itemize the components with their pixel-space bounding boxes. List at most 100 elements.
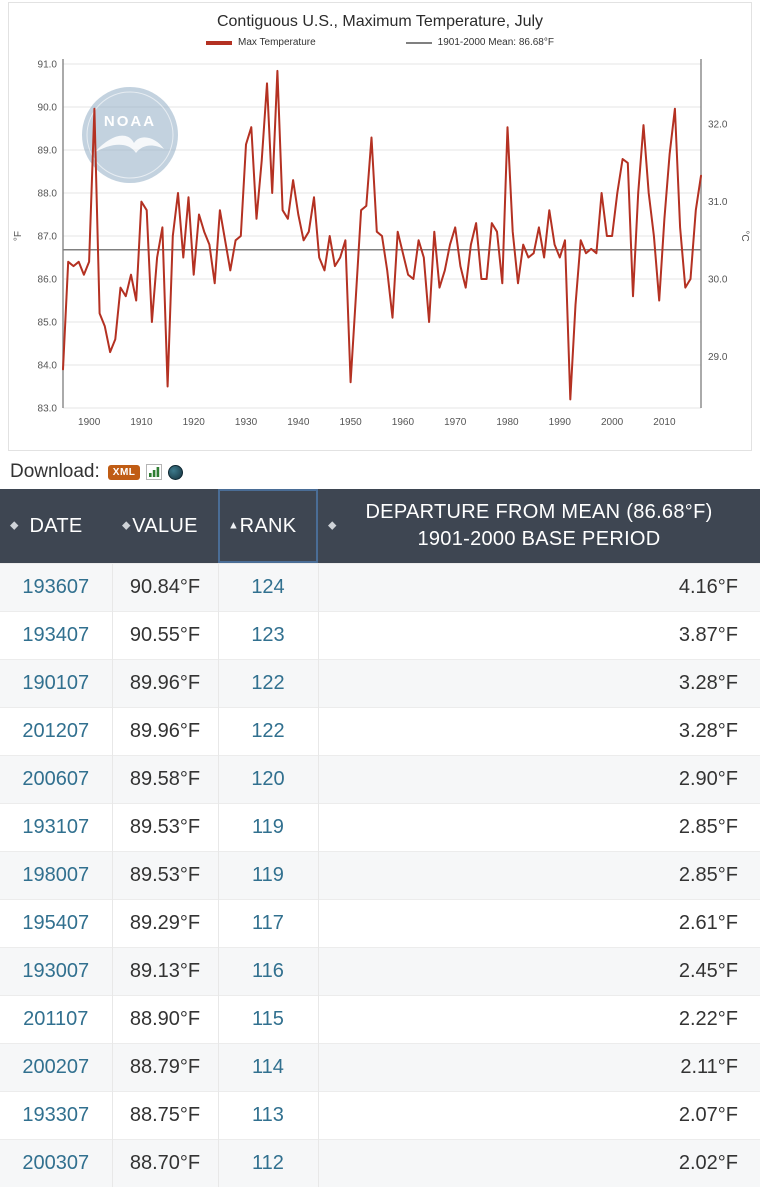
rankings-table: ◆DATE◆VALUE▲RANK◆DEPARTURE FROM MEAN (86… [0, 489, 760, 1187]
axis-label: 29.0 [708, 352, 728, 363]
legend-line-swatch-gray [406, 42, 432, 44]
column-header-value[interactable]: ◆VALUE [112, 489, 218, 564]
axis-label: 87.0 [38, 232, 58, 243]
column-header-label: DEPARTURE FROM MEAN (86.68°F) [324, 499, 754, 526]
departure-cell: 3.28°F [318, 708, 760, 756]
column-header-label-line2: 1901-2000 BASE PERIOD [324, 526, 754, 553]
departure-cell: 2.61°F [318, 900, 760, 948]
departure-cell: 2.11°F [318, 1044, 760, 1092]
departure-cell: 3.28°F [318, 660, 760, 708]
departure-cell: 2.90°F [318, 756, 760, 804]
axis-label: 86.0 [38, 275, 58, 286]
legend-line-swatch-red [206, 41, 232, 45]
table-header-row: ◆DATE◆VALUE▲RANK◆DEPARTURE FROM MEAN (86… [0, 489, 760, 564]
axis-label: 91.0 [38, 60, 58, 71]
axis-label: 1960 [392, 417, 415, 428]
sort-icon: ◆ [328, 519, 337, 534]
rank-cell: 120 [218, 756, 318, 804]
column-header-label: DATE [6, 513, 106, 540]
temperature-line-chart: 83.0 84.0 85.0 86.0 87.0 88.0 89.0 90.0 91.0 29.0… [9, 52, 751, 444]
value-cell: 89.53°F [112, 804, 218, 852]
departure-cell: 2.85°F [318, 852, 760, 900]
axis-label: 2000 [601, 417, 624, 428]
column-header-label: VALUE [118, 513, 212, 540]
axis-label: 89.0 [38, 146, 58, 157]
value-cell: 89.96°F [112, 708, 218, 756]
column-header-departure[interactable]: ◆DEPARTURE FROM MEAN (86.68°F)1901-2000 … [318, 489, 760, 564]
value-cell: 89.13°F [112, 948, 218, 996]
legend-label: 1901-2000 Mean: 86.68°F [438, 37, 554, 48]
column-header-date[interactable]: ◆DATE [0, 489, 112, 564]
date-cell: 201207 [0, 708, 112, 756]
value-cell: 88.90°F [112, 996, 218, 1044]
departure-cell: 4.16°F [318, 564, 760, 612]
departure-cell: 3.87°F [318, 612, 760, 660]
sort-icon: ◆ [122, 519, 131, 534]
rank-cell: 113 [218, 1092, 318, 1140]
axis-label: 32.0 [708, 120, 728, 131]
download-label: Download: [10, 461, 100, 483]
kml-download-icon[interactable] [168, 465, 183, 480]
rank-cell: 123 [218, 612, 318, 660]
axis-label: 90.0 [38, 103, 58, 114]
sort-ascending-icon: ▲ [228, 519, 239, 534]
axis-label: °C [739, 230, 750, 241]
value-cell: 89.53°F [112, 852, 218, 900]
axis-label: °F [13, 231, 24, 241]
axis-label: 1900 [78, 417, 101, 428]
date-cell: 200207 [0, 1044, 112, 1092]
axis-label: 1950 [339, 417, 362, 428]
departure-cell: 2.45°F [318, 948, 760, 996]
xml-download-icon[interactable]: XML [108, 465, 141, 480]
legend-item-mean: 1901-2000 Mean: 86.68°F [406, 37, 554, 48]
rank-cell: 119 [218, 852, 318, 900]
rank-cell: 117 [218, 900, 318, 948]
axis-label: 84.0 [38, 361, 58, 372]
date-cell: 201107 [0, 996, 112, 1044]
axis-label: 88.0 [38, 189, 58, 200]
download-row: Download: XML [0, 457, 760, 489]
date-cell: 200607 [0, 756, 112, 804]
departure-cell: 2.22°F [318, 996, 760, 1044]
date-cell: 193107 [0, 804, 112, 852]
column-header-rank[interactable]: ▲RANK [218, 489, 318, 564]
rank-cell: 119 [218, 804, 318, 852]
axis-label: 1940 [287, 417, 310, 428]
axis-label: 1920 [183, 417, 206, 428]
chart-section: Contiguous U.S., Maximum Temperature, Ju… [8, 2, 752, 451]
axis-label: 1980 [496, 417, 519, 428]
sort-icon: ◆ [10, 519, 19, 534]
departure-cell: 2.85°F [318, 804, 760, 852]
rank-cell: 116 [218, 948, 318, 996]
rank-cell: 122 [218, 708, 318, 756]
value-cell: 89.58°F [112, 756, 218, 804]
rank-cell: 115 [218, 996, 318, 1044]
value-cell: 90.55°F [112, 612, 218, 660]
rank-cell: 124 [218, 564, 318, 612]
value-cell: 89.96°F [112, 660, 218, 708]
value-cell: 88.79°F [112, 1044, 218, 1092]
legend-item-max-temperature: Max Temperature [206, 37, 316, 48]
axis-label: 1910 [130, 417, 153, 428]
axis-label: 85.0 [38, 318, 58, 329]
noaa-logo-text: NOAA [104, 113, 156, 130]
date-cell: 193007 [0, 948, 112, 996]
rank-cell: 114 [218, 1044, 318, 1092]
date-cell: 193607 [0, 564, 112, 612]
excel-download-icon[interactable] [146, 464, 162, 480]
date-cell: 193307 [0, 1092, 112, 1140]
axis-label: 83.0 [38, 404, 58, 415]
legend-label: Max Temperature [238, 37, 316, 48]
